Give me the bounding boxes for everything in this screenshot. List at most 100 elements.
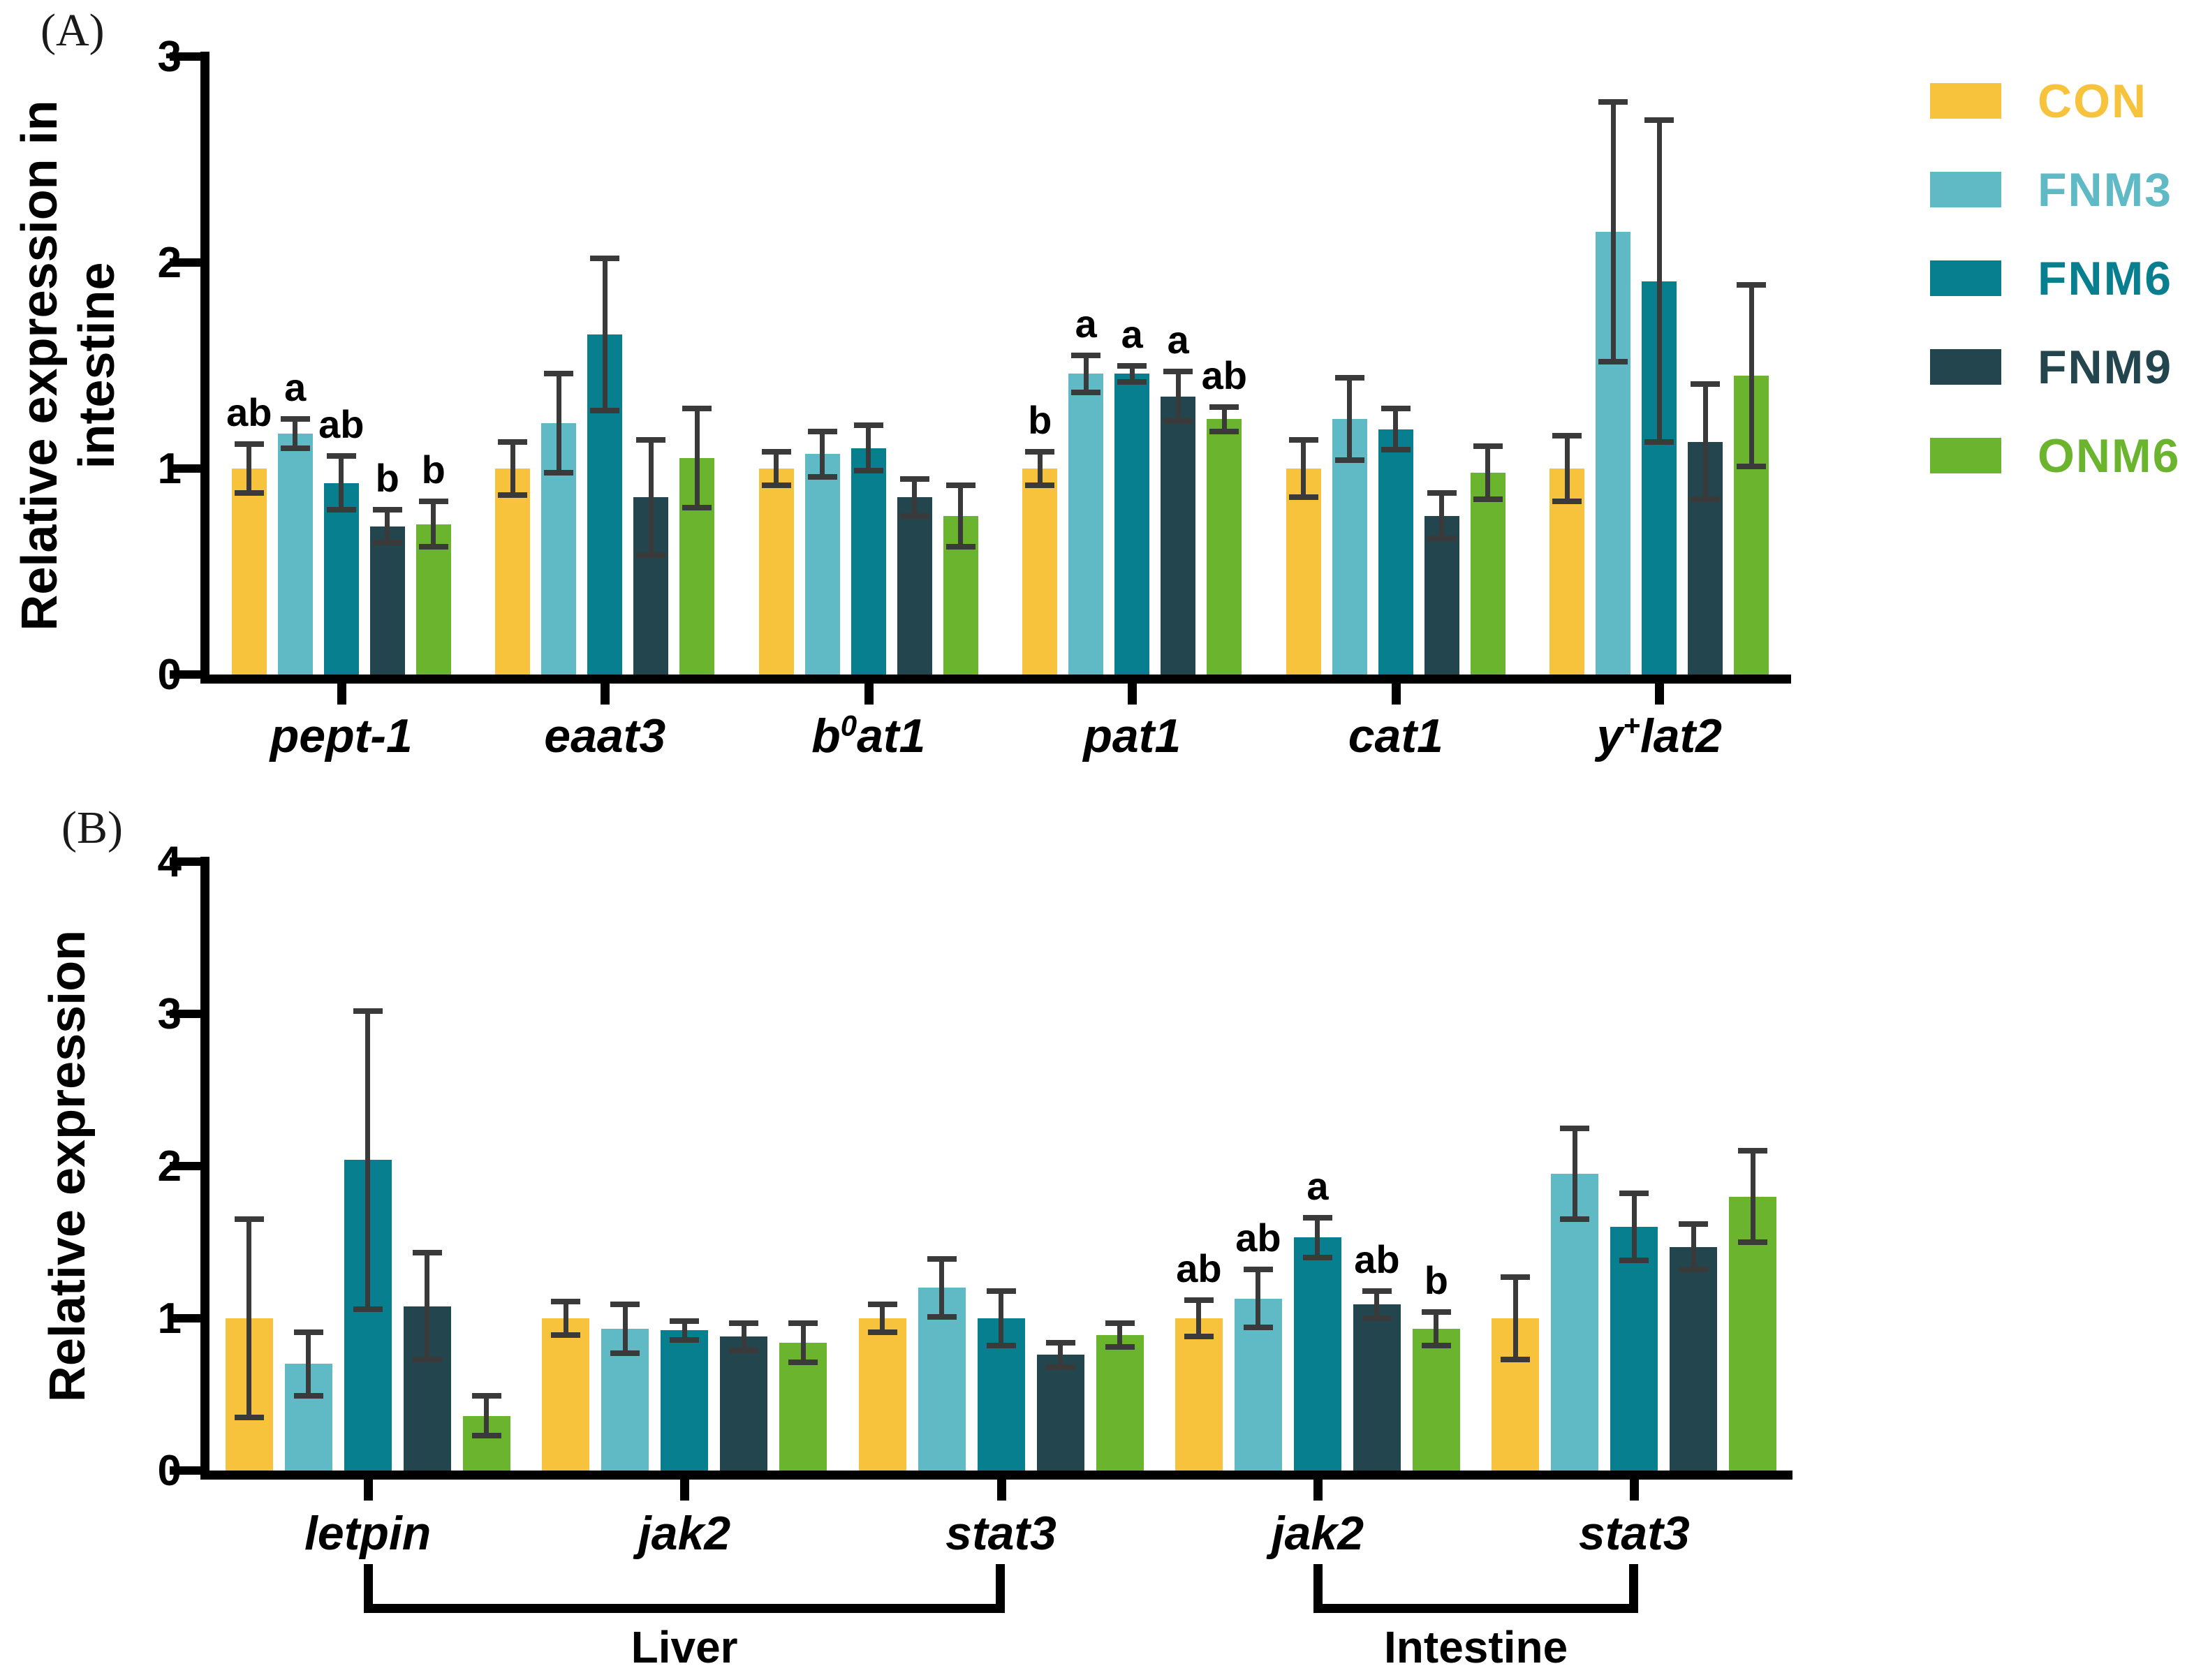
error-bar-cap xyxy=(1045,1339,1075,1346)
error-bar-cap xyxy=(1105,1320,1135,1326)
error-bar-line xyxy=(800,1322,806,1363)
error-bar-cap xyxy=(372,540,402,546)
error-bar-cap xyxy=(1117,379,1147,385)
bar-con xyxy=(231,469,267,675)
error-bar-cap xyxy=(1560,1125,1590,1131)
error-bar-line xyxy=(1058,1342,1063,1367)
error-bar-cap xyxy=(1691,496,1721,503)
error-bar-line xyxy=(866,425,871,471)
x-tick-label-part: + xyxy=(1623,709,1640,742)
y-tick-label: 2 xyxy=(157,1142,182,1191)
x-tick-label: stat3 xyxy=(1459,1507,1809,1560)
sig-letter: a xyxy=(1075,301,1097,346)
error-bar-cap xyxy=(1243,1325,1273,1331)
sig-letter: ab xyxy=(226,390,272,434)
error-bar-cap xyxy=(1288,436,1318,443)
x-tick xyxy=(1630,1480,1640,1501)
error-bar-cap xyxy=(1679,1221,1709,1227)
error-bar-cap xyxy=(670,1318,700,1325)
error-bar-line xyxy=(1691,1223,1696,1270)
error-bar-cap xyxy=(729,1347,759,1353)
y-tick-label: 2 xyxy=(157,239,182,287)
error-bar-cap xyxy=(788,1360,818,1366)
y-tick xyxy=(170,1466,200,1475)
sig-letter: b xyxy=(375,456,399,500)
sig-letter: ab xyxy=(1354,1237,1400,1281)
y-tick xyxy=(170,857,200,866)
x-tick xyxy=(996,1480,1006,1501)
error-bar-cap xyxy=(1302,1254,1332,1260)
error-bar-line xyxy=(880,1304,885,1332)
error-bar-line xyxy=(1702,384,1708,500)
bracket xyxy=(363,1564,1006,1613)
legend-swatch xyxy=(1930,349,2001,385)
error-bar-line xyxy=(306,1332,311,1397)
error-bar-line xyxy=(1196,1299,1202,1337)
y-tick xyxy=(170,464,200,473)
error-bar-line xyxy=(1256,1269,1261,1328)
x-tick xyxy=(1128,684,1138,705)
error-bar-cap xyxy=(498,439,528,445)
x-axis-line xyxy=(200,675,1791,684)
x-tick-label-part: lat2 xyxy=(1640,709,1723,762)
sig-letter: ab xyxy=(318,402,365,447)
error-bar-cap xyxy=(927,1255,957,1262)
error-bar-cap xyxy=(636,436,666,443)
bar-con xyxy=(1286,469,1321,675)
bar-fnm3 xyxy=(804,454,840,675)
error-bar-cap xyxy=(326,507,356,513)
bar-con xyxy=(858,1318,906,1471)
error-bar-cap xyxy=(610,1350,640,1357)
legend-label: FNM3 xyxy=(2038,163,2173,216)
y-tick-label: 0 xyxy=(157,1447,182,1495)
bar-fnm6 xyxy=(1610,1227,1658,1471)
error-bar-cap xyxy=(1473,496,1503,503)
error-bar-cap xyxy=(590,408,620,414)
error-bar-cap xyxy=(1738,1148,1768,1154)
sig-letter: a xyxy=(1306,1164,1329,1209)
error-bar-cap xyxy=(1334,457,1364,464)
error-bar-cap xyxy=(412,1356,442,1362)
error-bar-cap xyxy=(899,513,929,519)
error-bar-line xyxy=(556,374,561,473)
bar-fnm6 xyxy=(1114,374,1150,675)
x-tick-label: jak2 xyxy=(1143,1507,1492,1560)
y-tick-label: 0 xyxy=(157,651,182,699)
bracket xyxy=(1313,1564,1639,1613)
error-bar-line xyxy=(1434,1312,1439,1346)
bar-con xyxy=(1022,469,1058,675)
error-bar-cap xyxy=(234,490,264,496)
bar-fnm6 xyxy=(323,482,359,675)
sig-letter: a xyxy=(284,365,307,410)
sig-letter: b xyxy=(1424,1258,1448,1303)
y-tick-label: 4 xyxy=(157,838,182,886)
bar-con xyxy=(1175,1318,1223,1471)
error-bar-cap xyxy=(1362,1288,1392,1294)
x-tick-label-part: stat3 xyxy=(945,1507,1056,1560)
y-tick-label: 3 xyxy=(157,33,182,81)
error-bar-cap xyxy=(1473,443,1503,449)
error-bar-line xyxy=(1129,365,1135,383)
panel-a-letter: (A) xyxy=(41,5,105,56)
sig-letter: b xyxy=(1028,398,1052,443)
x-tick xyxy=(864,684,874,705)
error-bar-line xyxy=(1439,493,1445,539)
error-bar-line xyxy=(1221,406,1227,432)
error-bar-cap xyxy=(1738,1239,1768,1245)
error-bar-cap xyxy=(1163,418,1193,425)
y-axis-title-line: Relative expression xyxy=(40,929,96,1403)
error-bar-line xyxy=(425,1253,430,1360)
error-bar-line xyxy=(293,419,298,448)
y-tick-label: 3 xyxy=(157,990,182,1038)
error-bar-cap xyxy=(1644,439,1674,445)
x-tick-label: pat1 xyxy=(957,709,1306,762)
bar-fnm9 xyxy=(1353,1304,1401,1471)
error-bar-line xyxy=(1750,1151,1755,1242)
error-bar-line xyxy=(1315,1218,1320,1258)
bar-fnm9 xyxy=(1161,396,1196,675)
bar-con xyxy=(542,1318,590,1471)
y-tick xyxy=(170,670,200,679)
x-tick-label: b0at1 xyxy=(694,709,1043,762)
bar-con xyxy=(495,469,531,675)
x-tick-label-part: 0 xyxy=(840,709,857,742)
